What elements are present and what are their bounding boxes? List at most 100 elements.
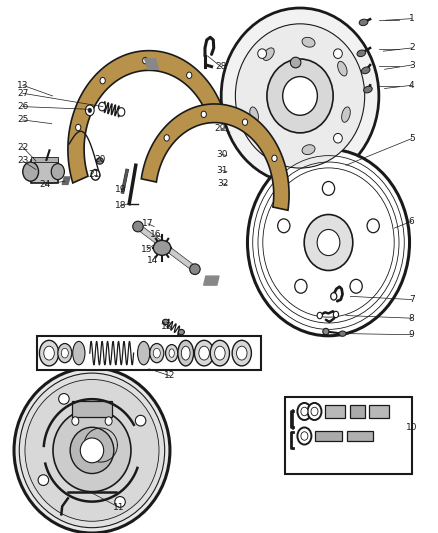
Ellipse shape [38, 475, 49, 486]
Text: 7: 7 [409, 295, 415, 304]
Ellipse shape [194, 340, 214, 366]
Ellipse shape [99, 102, 106, 111]
Bar [72, 401, 112, 417]
Polygon shape [145, 59, 159, 69]
Ellipse shape [53, 409, 131, 491]
Ellipse shape [237, 346, 247, 360]
Text: 20: 20 [94, 156, 106, 164]
Ellipse shape [322, 181, 335, 195]
Ellipse shape [133, 221, 143, 232]
Bar [285, 397, 412, 474]
Ellipse shape [323, 328, 329, 335]
Ellipse shape [350, 279, 362, 293]
Ellipse shape [44, 346, 54, 360]
Bar [369, 405, 389, 418]
Bar [37, 336, 261, 370]
Text: 8: 8 [409, 314, 415, 322]
Ellipse shape [178, 329, 184, 335]
Ellipse shape [247, 149, 410, 336]
Ellipse shape [85, 105, 94, 116]
Ellipse shape [357, 50, 366, 56]
Ellipse shape [201, 111, 206, 118]
Ellipse shape [359, 19, 368, 26]
Text: 21: 21 [88, 171, 100, 179]
Text: 12: 12 [164, 372, 176, 380]
Text: 19: 19 [115, 185, 127, 194]
Ellipse shape [153, 240, 171, 255]
Ellipse shape [339, 331, 346, 336]
Bar [350, 405, 365, 418]
Text: 1: 1 [409, 14, 415, 23]
Text: 25: 25 [17, 116, 28, 124]
Text: 27: 27 [17, 89, 28, 98]
Text: 17: 17 [142, 220, 154, 228]
Text: 3: 3 [409, 61, 415, 69]
Ellipse shape [272, 155, 277, 161]
Ellipse shape [162, 319, 169, 325]
Ellipse shape [105, 417, 112, 425]
Ellipse shape [258, 49, 266, 59]
Text: 24: 24 [39, 180, 51, 189]
Ellipse shape [304, 214, 353, 271]
Text: 15: 15 [141, 245, 153, 254]
Ellipse shape [76, 124, 81, 131]
Ellipse shape [235, 24, 365, 168]
Text: 14: 14 [147, 256, 158, 264]
Ellipse shape [190, 264, 200, 274]
Ellipse shape [364, 86, 372, 93]
Text: 13: 13 [17, 81, 28, 90]
Ellipse shape [333, 311, 339, 318]
Polygon shape [204, 276, 219, 285]
Ellipse shape [367, 219, 379, 233]
Polygon shape [141, 104, 289, 211]
Text: 31: 31 [217, 166, 228, 175]
Text: 9: 9 [409, 330, 415, 339]
Ellipse shape [138, 341, 150, 365]
Text: 11: 11 [113, 503, 125, 512]
Text: 5: 5 [409, 134, 415, 143]
Ellipse shape [232, 340, 251, 366]
Ellipse shape [135, 415, 146, 426]
Ellipse shape [169, 349, 174, 357]
Text: 29: 29 [215, 125, 226, 133]
Ellipse shape [297, 427, 311, 445]
Ellipse shape [302, 145, 315, 155]
Ellipse shape [118, 108, 125, 116]
Ellipse shape [166, 344, 178, 361]
Ellipse shape [334, 49, 343, 59]
Ellipse shape [19, 373, 165, 528]
Ellipse shape [307, 403, 321, 420]
Ellipse shape [267, 59, 333, 133]
Text: 32: 32 [217, 180, 228, 188]
Polygon shape [68, 51, 225, 183]
Ellipse shape [23, 162, 39, 181]
Ellipse shape [242, 119, 247, 125]
Ellipse shape [25, 379, 159, 521]
Text: 26: 26 [17, 102, 28, 111]
Ellipse shape [278, 219, 290, 233]
Text: 4: 4 [409, 81, 414, 90]
Ellipse shape [317, 229, 340, 255]
Ellipse shape [39, 340, 59, 366]
Ellipse shape [215, 346, 225, 360]
Polygon shape [62, 177, 70, 184]
Ellipse shape [73, 341, 85, 365]
Bar [325, 405, 345, 418]
Ellipse shape [61, 349, 68, 358]
Text: 22: 22 [17, 143, 28, 151]
Text: 6: 6 [409, 217, 415, 225]
Ellipse shape [297, 403, 311, 420]
Ellipse shape [331, 293, 337, 300]
Bar [31, 157, 58, 162]
Ellipse shape [301, 432, 308, 440]
Ellipse shape [263, 48, 274, 60]
Ellipse shape [96, 158, 103, 164]
Text: 13: 13 [161, 322, 172, 330]
Ellipse shape [210, 340, 230, 366]
Text: 16: 16 [150, 230, 162, 239]
Ellipse shape [199, 346, 209, 360]
Ellipse shape [143, 58, 148, 64]
Ellipse shape [301, 407, 308, 416]
Ellipse shape [295, 279, 307, 293]
Ellipse shape [250, 107, 258, 122]
